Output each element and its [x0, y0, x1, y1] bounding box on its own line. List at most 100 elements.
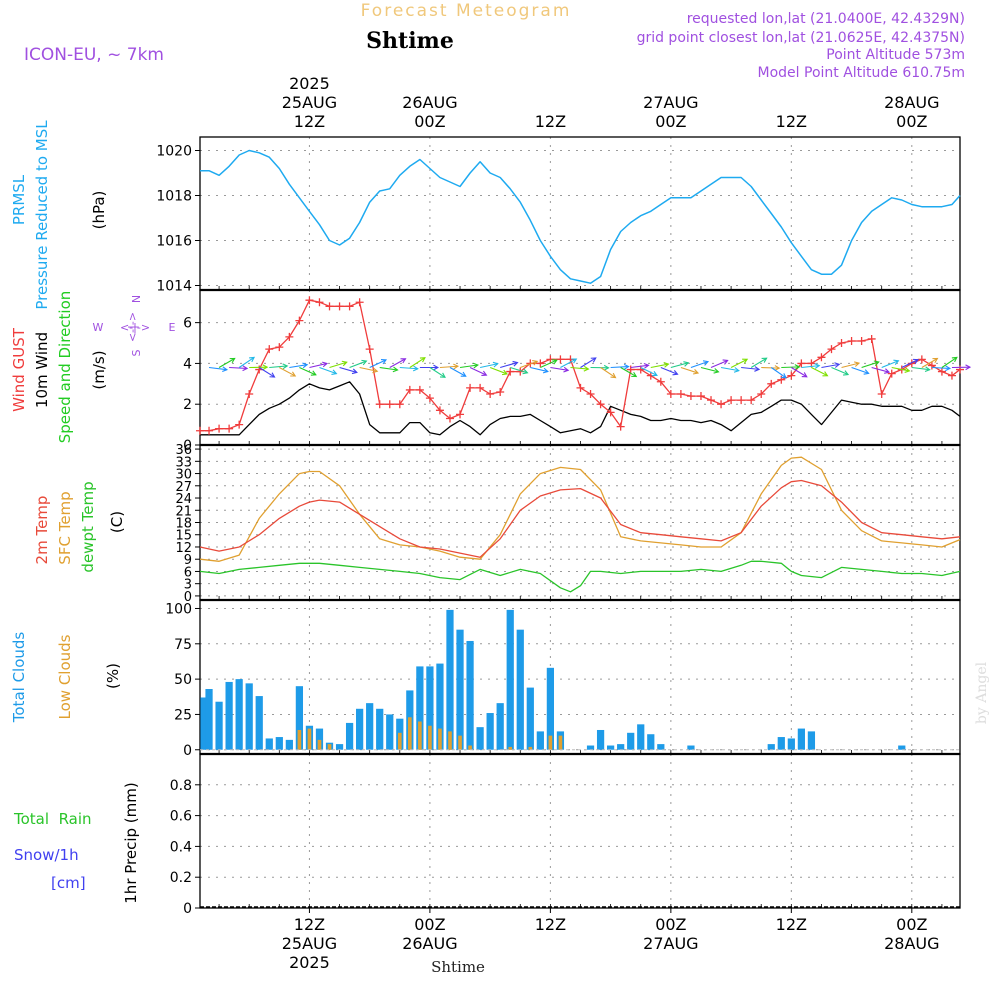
- gust-point: [366, 345, 374, 353]
- y-tick-label: 0.2: [170, 870, 192, 886]
- temp-unit: (C): [108, 511, 126, 533]
- pressure-series-line: [200, 151, 960, 284]
- bottom-time-label: 12Z: [535, 915, 566, 934]
- wind-direction-arrow: [651, 363, 669, 368]
- wind-direction-arrow: [289, 363, 307, 368]
- wind-direction-arrow: [771, 368, 786, 378]
- y-tick-label: 36: [175, 443, 192, 458]
- y-tick-label: 50: [174, 672, 192, 688]
- wind-direction-arrow: [560, 359, 576, 368]
- total-cloud-bar: [205, 689, 212, 750]
- bottom-time-label: 12Z: [776, 915, 807, 934]
- compass-n: N: [130, 295, 143, 303]
- wind-direction-arrow: [460, 363, 478, 368]
- low-cloud-bar: [438, 729, 442, 750]
- wind-label: 10m Wind: [33, 332, 51, 408]
- low-cloud-bar: [468, 746, 472, 750]
- total-cloud-bar: [476, 727, 483, 750]
- y-tick-label: 0.8: [170, 778, 192, 794]
- winddir-label: Speed and Direction: [56, 291, 74, 444]
- gust-point: [717, 400, 725, 408]
- total-cloud-bar: [768, 744, 775, 750]
- precip-unit: 1hr Precip (mm): [122, 782, 140, 903]
- wind-direction-arrow: [279, 368, 295, 377]
- gust-point: [486, 390, 494, 398]
- total-cloud-bar: [597, 730, 604, 750]
- total-cloud-bar: [346, 723, 353, 750]
- top-time-label: 27AUG: [643, 93, 698, 112]
- gust-point: [697, 392, 705, 400]
- low-clouds-label: Low Clouds: [56, 634, 74, 719]
- total-cloud-bar: [276, 737, 283, 750]
- total-cloud-bar: [788, 738, 795, 749]
- pressure-unit: (hPa): [90, 191, 108, 230]
- gust-point: [687, 392, 695, 400]
- bottom-time-label: 2025: [289, 953, 330, 972]
- credit-watermark: by Angel: [974, 661, 990, 724]
- gust-point: [215, 425, 223, 433]
- y-tick-label: 0.4: [170, 839, 192, 855]
- gust-point: [878, 390, 886, 398]
- wind-direction-arrow: [721, 368, 739, 373]
- total-cloud-bar: [637, 724, 644, 749]
- model-altitude: Model Point Altitude 610.75m: [758, 65, 965, 81]
- wind-direction-arrow: [761, 366, 779, 371]
- wind-direction-arrow: [380, 367, 398, 372]
- top-time-label: 12Z: [776, 112, 807, 131]
- total-cloud-bar: [256, 696, 263, 750]
- gust-point: [466, 384, 474, 392]
- wind-direction-arrow: [239, 357, 254, 367]
- wind-unit: (m/s): [90, 350, 108, 389]
- y-tick-label: 0: [183, 743, 192, 759]
- y-tick-label: 0.6: [170, 809, 192, 825]
- wind-direction-arrow: [450, 368, 466, 377]
- compass-e: E: [169, 321, 176, 334]
- requested-coords: requested lon,lat (21.0400E, 42.4329N): [687, 11, 965, 27]
- gust-point: [476, 384, 484, 392]
- total-cloud-bar: [487, 713, 494, 750]
- gust-point: [376, 400, 384, 408]
- precip-panel: 00.20.40.60.8: [170, 754, 960, 917]
- bottom-time-label: 28AUG: [884, 934, 939, 953]
- wind-direction-arrow: [912, 367, 930, 372]
- panel-frame: [200, 137, 960, 290]
- wind-direction-arrow: [701, 368, 718, 374]
- wind-direction-arrow: [831, 368, 848, 376]
- total-cloud-bar: [647, 734, 654, 750]
- total-cloud-bar: [527, 688, 534, 750]
- bottom-time-label: 12Z: [294, 915, 325, 934]
- wind-direction-arrow: [601, 368, 616, 378]
- total-cloud-bar: [466, 641, 473, 750]
- low-cloud-bar: [318, 740, 322, 750]
- wind-direction-arrow: [269, 364, 287, 369]
- panel-frame: [200, 290, 960, 445]
- dewpt-label: dewpt Temp: [79, 481, 97, 572]
- gust-point: [838, 339, 846, 347]
- wind-direction-arrow: [470, 368, 486, 376]
- wind-direction-arrow: [661, 368, 678, 375]
- total-cloud-bar: [356, 709, 363, 750]
- y-tick-label: 1016: [156, 234, 192, 250]
- wind-direction-arrow: [360, 368, 378, 373]
- low-cloud-bar: [408, 717, 412, 749]
- low-cloud-bar: [559, 736, 563, 750]
- y-tick-label: 2: [183, 397, 192, 413]
- gust-label: Wind GUST: [10, 327, 28, 412]
- wind-direction-arrow: [691, 361, 708, 368]
- total-cloud-bar: [517, 630, 524, 750]
- low-cloud-bar: [428, 726, 432, 750]
- gust-point: [456, 410, 464, 418]
- gust-point: [938, 368, 946, 376]
- top-time-label: 00Z: [655, 112, 686, 131]
- gust-point: [196, 427, 204, 435]
- y-tick-label: 75: [174, 637, 192, 653]
- wind-direction-arrow: [430, 368, 445, 378]
- gust-point: [265, 345, 273, 353]
- total-cloud-bar: [286, 740, 293, 750]
- total-cloud-bar: [226, 682, 233, 750]
- wind-direction-arrow: [340, 368, 357, 374]
- footer-location: Shtime: [431, 958, 485, 976]
